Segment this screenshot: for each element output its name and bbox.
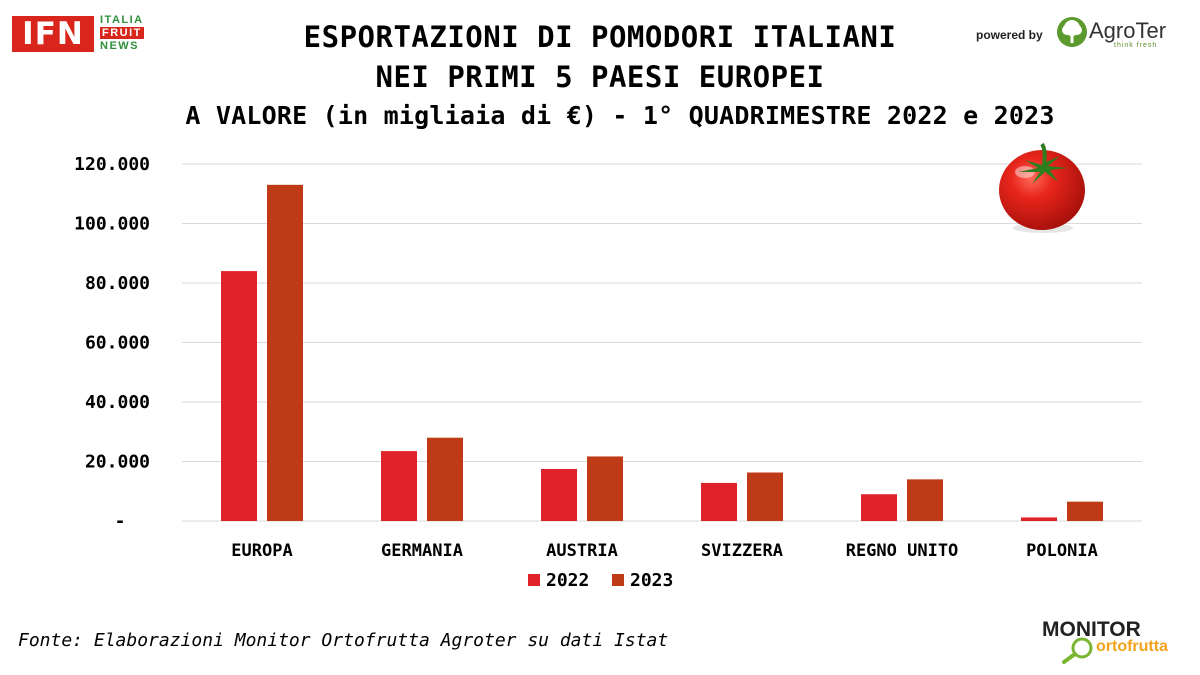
y-tick-label: 40.000 bbox=[85, 392, 150, 413]
y-axis-ticks: - 20.000 40.000 60.000 80.000 100.000 120.000 bbox=[74, 154, 150, 532]
monitor-wordmark: MONITOR bbox=[1042, 618, 1141, 641]
x-category-label: GERMANIA bbox=[381, 541, 463, 561]
x-category-label: REGNO UNITO bbox=[846, 541, 959, 561]
bar-2022-svizzera bbox=[701, 482, 737, 521]
legend: 2022 2023 bbox=[528, 570, 673, 591]
chart-subtitle: A VALORE (in migliaia di €) - 1° QUADRIM… bbox=[185, 101, 1055, 130]
monitor-ortofrutta-logo: MONITOR ortofrutta bbox=[1040, 618, 1180, 666]
y-tick-label: 80.000 bbox=[85, 273, 150, 294]
agroter-wordmark: AgroTer bbox=[1089, 18, 1167, 43]
tree-icon bbox=[1057, 17, 1087, 47]
bar-2022-europa bbox=[221, 271, 257, 521]
y-tick-label: 100.000 bbox=[74, 214, 150, 235]
y-tick-label: 60.000 bbox=[85, 333, 150, 354]
x-category-label: AUSTRIA bbox=[546, 541, 618, 561]
bar-2022-austria bbox=[541, 468, 577, 521]
bar-2023-polonia bbox=[1067, 501, 1103, 521]
legend-swatch bbox=[528, 574, 540, 586]
x-category-label: SVIZZERA bbox=[701, 541, 783, 561]
bar-2023-austria bbox=[587, 456, 623, 521]
bar-2022-regno-unito bbox=[861, 494, 897, 521]
y-tick-label: 120.000 bbox=[74, 154, 150, 175]
chart-title-line1: ESPORTAZIONI DI POMODORI ITALIANI bbox=[303, 20, 897, 54]
agroter-logo: AgroTer think fresh bbox=[1056, 16, 1186, 50]
y-tick-label: - bbox=[115, 511, 126, 532]
bar-2023-svizzera bbox=[747, 472, 783, 521]
ifn-logo-wordmark: ITALIA FRUIT NEWS bbox=[100, 14, 144, 53]
ifn-fruit-text: FRUIT bbox=[100, 27, 144, 39]
x-axis-categories: EUROPA GERMANIA AUSTRIA SVIZZERA REGNO UNITO… bbox=[231, 541, 1098, 561]
legend-label: 2023 bbox=[630, 570, 673, 591]
chart-title-line2: NEI PRIMI 5 PAESI EUROPEI bbox=[375, 60, 825, 94]
source-note: Fonte: Elaborazioni Monitor Ortofrutta A… bbox=[18, 630, 669, 651]
agroter-tagline: think fresh bbox=[1114, 42, 1158, 49]
legend-swatch bbox=[612, 574, 624, 586]
x-category-label: EUROPA bbox=[231, 541, 292, 561]
ifn-news-text: NEWS bbox=[100, 40, 139, 52]
ifn-logo-mark: IFN bbox=[12, 16, 94, 52]
x-category-label: POLONIA bbox=[1026, 541, 1098, 561]
ifn-italia-text: ITALIA bbox=[100, 14, 144, 26]
y-tick-label: 20.000 bbox=[85, 452, 150, 473]
powered-by-label: powered by bbox=[976, 28, 1043, 42]
magnifier-icon bbox=[1062, 637, 1093, 664]
bar-2023-regno-unito bbox=[907, 479, 943, 521]
gridlines bbox=[182, 163, 1142, 522]
legend-label: 2022 bbox=[546, 570, 589, 591]
bar-2022-germania bbox=[381, 451, 417, 521]
tomato-icon bbox=[999, 142, 1085, 233]
bars bbox=[221, 184, 1103, 521]
ortofrutta-wordmark: ortofrutta bbox=[1096, 638, 1168, 655]
bar-2023-germania bbox=[427, 437, 463, 521]
bar-2022-polonia bbox=[1021, 517, 1057, 521]
bar-2023-europa bbox=[267, 184, 303, 521]
ifn-logo: IFN ITALIA FRUIT NEWS bbox=[12, 14, 157, 56]
